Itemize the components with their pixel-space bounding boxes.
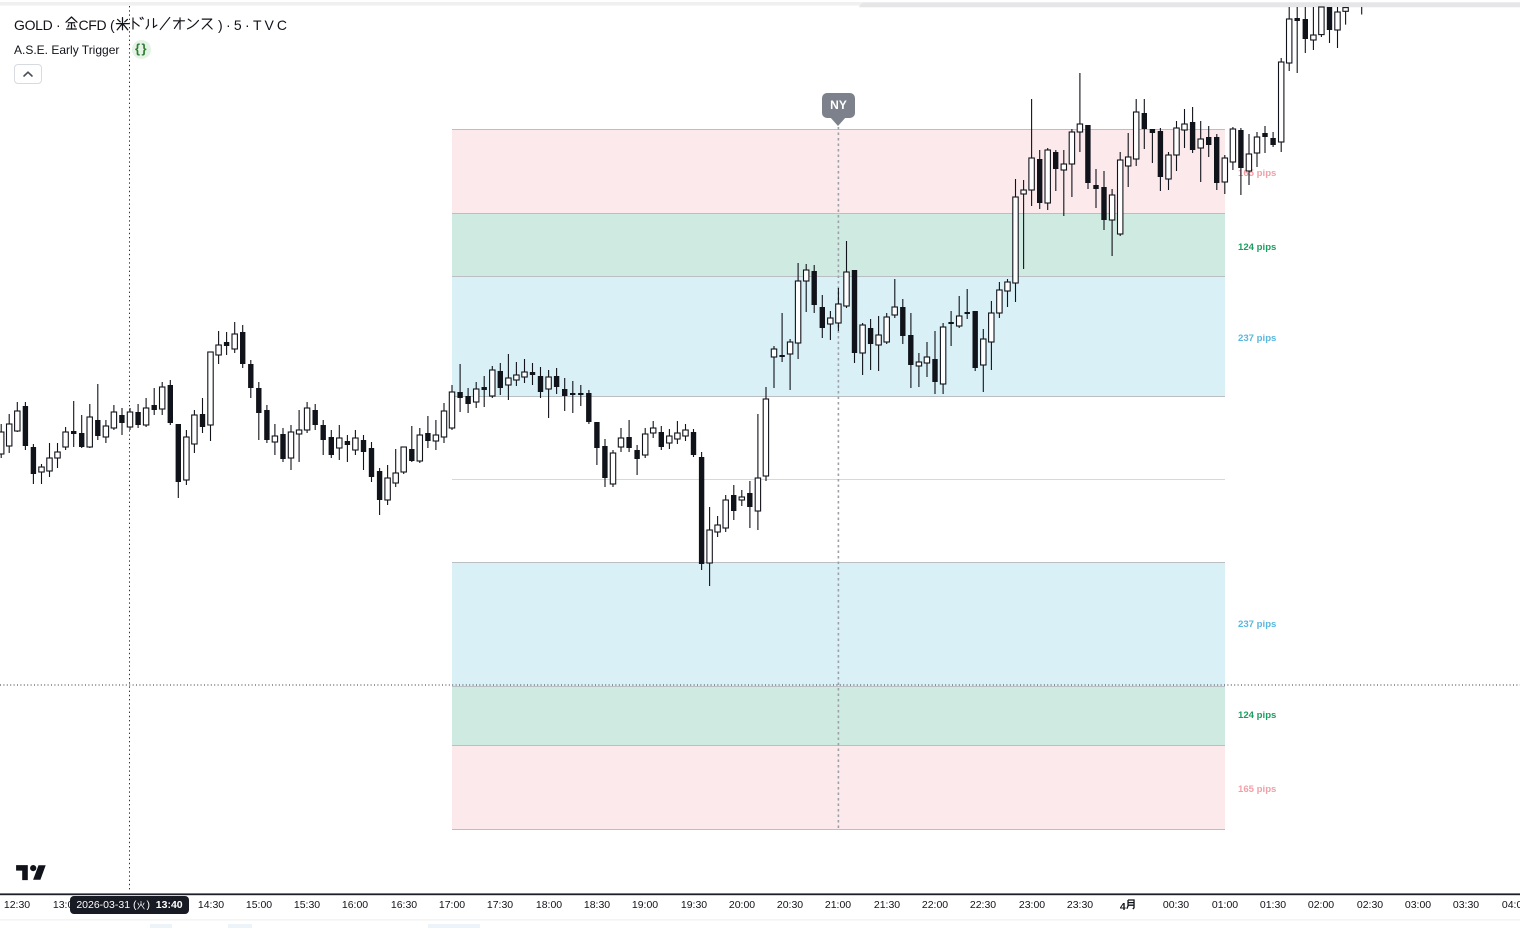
svg-text:237 pips: 237 pips [1238, 333, 1276, 344]
svg-text:165 pips: 165 pips [1238, 168, 1276, 179]
svg-text:124 pips: 124 pips [1238, 242, 1276, 253]
svg-text:124 pips: 124 pips [1238, 710, 1276, 721]
svg-text:165 pips: 165 pips [1238, 784, 1276, 795]
svg-text:237 pips: 237 pips [1238, 619, 1276, 630]
